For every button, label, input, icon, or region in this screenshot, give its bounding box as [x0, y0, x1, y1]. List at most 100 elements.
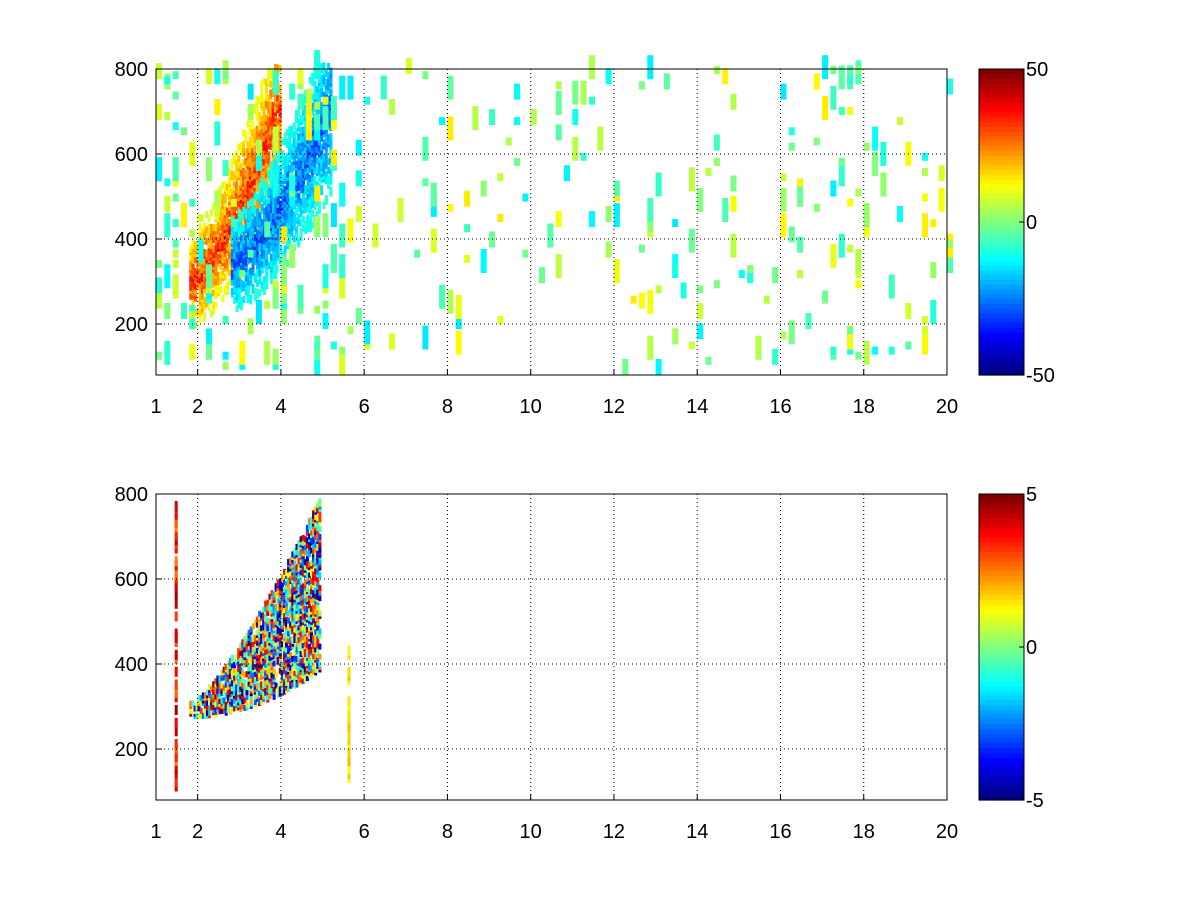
heatmap-cell	[253, 207, 257, 215]
heatmap-cell	[301, 657, 305, 664]
heatmap-cell	[905, 302, 912, 319]
top-colorbar	[978, 68, 1025, 376]
heatmap-cell	[313, 92, 317, 100]
heatmap-cell	[299, 651, 303, 657]
heatmap-cell	[293, 665, 297, 671]
heatmap-cell	[339, 223, 346, 248]
x-tick-label: 6	[359, 821, 370, 843]
heatmap-cell	[314, 305, 321, 314]
heatmap-cell	[295, 127, 298, 135]
heatmap-cell	[270, 590, 274, 597]
heatmap-cell	[269, 253, 273, 261]
heatmap-cell	[218, 682, 222, 689]
heatmap-cell	[822, 96, 829, 120]
heatmap-cell	[189, 283, 193, 291]
heatmap-cell	[255, 200, 259, 207]
heatmap-cell	[318, 572, 322, 579]
heatmap-cell	[281, 197, 285, 205]
heatmap-cell	[224, 676, 228, 683]
heatmap-cell	[281, 162, 285, 170]
heatmap-cell	[279, 153, 282, 161]
heatmap-cell	[322, 264, 329, 289]
heatmap-cell	[274, 672, 278, 679]
heatmap-cell	[430, 228, 437, 253]
heatmap-cell	[713, 157, 720, 166]
x-tick-label: 10	[520, 396, 542, 418]
colorbar-segment	[979, 102, 1024, 108]
colorbar-segment	[979, 685, 1024, 691]
colorbar-segment	[979, 131, 1024, 137]
heatmap-cell	[230, 698, 234, 705]
colorbar-segment	[979, 699, 1024, 705]
colorbar-segment	[979, 742, 1024, 749]
heatmap-cell	[283, 688, 286, 695]
colorbar-segment	[979, 360, 1024, 367]
colorbar-segment	[979, 260, 1024, 266]
heatmap-cell	[210, 709, 214, 716]
heatmap-cell	[316, 550, 320, 557]
heatmap-cell	[235, 159, 239, 167]
heatmap-cell	[310, 631, 313, 638]
heatmap-cell	[264, 300, 271, 309]
heatmap-cell	[311, 93, 315, 101]
colorbar-segment	[979, 723, 1024, 729]
heatmap-cell	[738, 270, 745, 279]
heatmap-cell	[497, 316, 504, 324]
heatmap-cell	[205, 211, 209, 219]
heatmap-cell	[838, 233, 845, 258]
heatmap-cell	[305, 606, 309, 613]
heatmap-cell	[260, 95, 264, 102]
heatmap-cell	[193, 309, 197, 317]
heatmap-cell	[316, 568, 320, 575]
heatmap-cell	[291, 625, 295, 632]
heatmap-cell	[272, 197, 276, 205]
heatmap-cell	[276, 239, 280, 247]
heatmap-cell	[281, 138, 285, 146]
heatmap-cell	[278, 680, 282, 687]
heatmap-cell	[280, 254, 287, 263]
heatmap-cell	[555, 90, 562, 115]
heatmap-cell	[243, 689, 247, 696]
heatmap-cell	[276, 658, 280, 665]
heatmap-cell	[705, 168, 712, 177]
heatmap-cell	[605, 206, 612, 222]
heatmap-cell	[212, 233, 216, 241]
heatmap-cell	[253, 234, 257, 242]
heatmap-cell	[264, 85, 268, 92]
heatmap-cell	[308, 643, 311, 650]
heatmap-cell	[339, 182, 346, 207]
heatmap-cell	[214, 285, 221, 294]
heatmap-cell	[246, 141, 250, 149]
heatmap-cell	[291, 673, 295, 680]
heatmap-cell	[253, 225, 257, 233]
heatmap-cell	[317, 165, 321, 173]
heatmap-cell	[269, 167, 273, 175]
heatmap-cell	[305, 675, 309, 682]
heatmap-cell	[225, 282, 229, 289]
heatmap-cell	[255, 131, 259, 139]
heatmap-cell	[197, 705, 201, 712]
heatmap-cell	[198, 288, 202, 296]
heatmap-cell	[200, 301, 204, 309]
heatmap-cell	[256, 288, 260, 296]
heatmap-cell	[278, 583, 282, 590]
heatmap-cell	[303, 676, 307, 683]
colorbar-segment	[979, 207, 1024, 214]
heatmap-cell	[197, 713, 201, 720]
colorbar-segment	[979, 666, 1024, 672]
heatmap-cell	[522, 249, 529, 258]
heatmap-cell	[196, 275, 200, 283]
heatmap-cell	[164, 340, 171, 365]
heatmap-cell	[214, 301, 218, 309]
heatmap-cell	[291, 666, 295, 673]
heatmap-cell	[265, 199, 269, 207]
heatmap-cell	[249, 267, 253, 275]
heatmap-cell	[285, 170, 289, 178]
heatmap-cell	[347, 666, 351, 677]
heatmap-cell	[304, 104, 308, 112]
heatmap-cell	[256, 220, 260, 228]
heatmap-cell	[285, 580, 289, 587]
heatmap-cell	[922, 193, 928, 202]
heatmap-cell	[688, 167, 695, 192]
